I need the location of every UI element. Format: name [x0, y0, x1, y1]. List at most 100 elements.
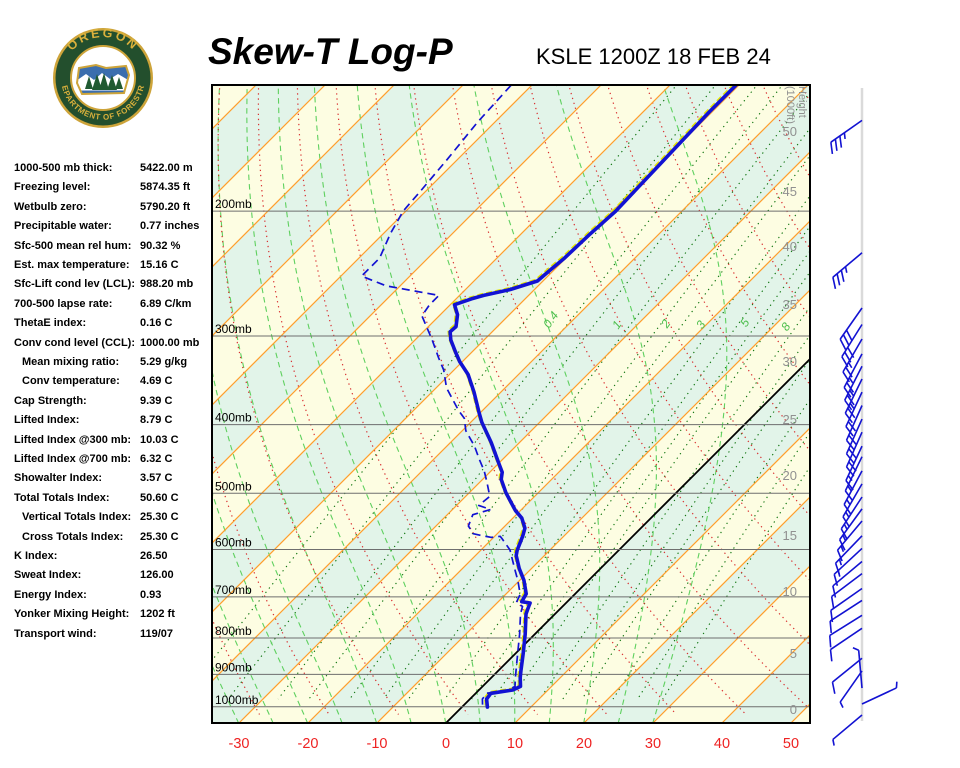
stat-label: Wetbulb zero: [14, 200, 87, 213]
wind-barb [843, 353, 863, 398]
stat-row: Freezing level: 5874.35 ft [14, 181, 212, 200]
wind-barbs [828, 119, 898, 746]
temp-axis-label: 40 [714, 736, 730, 752]
stat-label: 700-500 lapse rate: [14, 297, 113, 310]
stat-row: Lifted Index @300 mb: 10.03 C [14, 434, 212, 453]
isotherm [213, 86, 670, 543]
stat-row: Sfc-Lift cond lev (LCL): 988.20 mb [14, 278, 212, 297]
temp-axis-labels: -30 -20 -10 0 10 20 30 40 50 [229, 736, 800, 752]
temp-axis-label: 50 [783, 736, 799, 752]
stat-row: Cross Totals Index: 25.30 C [14, 531, 212, 550]
stat-value: 4.69 C [140, 375, 173, 388]
wind-barb [839, 670, 863, 708]
pressure-label: 900mb [215, 660, 252, 674]
oregon-forestry-logo: OREGON DEPARTMENT OF FORESTRY [51, 26, 153, 128]
isotherms [213, 85, 960, 723]
stat-value: 3.57 C [140, 472, 173, 485]
stat-label: Cross Totals Index: [22, 530, 124, 543]
stat-value: 1202 ft [140, 608, 175, 621]
isotherm [213, 86, 808, 681]
height-axis-title: (1000ft) [784, 86, 796, 124]
stat-value: 8.79 C [140, 414, 173, 427]
height-label: 5 [790, 646, 797, 661]
temperature-trace [448, 86, 738, 709]
stat-value: 5874.35 ft [140, 181, 191, 194]
stat-row: Yonker Mixing Height: 1202 ft [14, 608, 212, 627]
stat-label: Lifted Index: [14, 414, 80, 427]
height-axis-title: Height [796, 86, 808, 118]
pressure-label: 600mb [215, 535, 252, 549]
chart-border [211, 84, 811, 724]
wind-barb [852, 647, 863, 689]
stat-row: Sfc-500 mean rel hum: 90.32 % [14, 240, 212, 259]
pressure-label: 500mb [215, 479, 252, 493]
temp-axis-label: -30 [229, 736, 250, 752]
isotherm [213, 86, 394, 267]
temp-axis-label: 0 [442, 736, 450, 752]
stat-label: Conv temperature: [22, 375, 120, 388]
stat-value: 5790.20 ft [140, 200, 191, 213]
isobars: 200mb 300mb 400mb 500mb 600mb 700mb 800mb 900mb… [212, 197, 810, 708]
stat-row: Energy Index: 0.93 [14, 589, 212, 608]
dewpoint-trace [360, 86, 524, 708]
stats-panel: 1000-500 mb thick: 5422.00 m Freezing leve… [14, 162, 212, 662]
height-label: 50 [783, 124, 797, 139]
stat-row: Showalter Index: 3.57 C [14, 472, 212, 491]
isotherm [308, 221, 809, 722]
pressure-label: 1000mb [215, 693, 259, 707]
logo-state-outline [75, 63, 131, 96]
stat-label: Transport wind: [14, 627, 97, 640]
stat-label: Yonker Mixing Height: [14, 608, 130, 621]
stat-value: 6.32 C [140, 453, 173, 465]
stat-label: Precipitable water: [14, 220, 112, 233]
stat-row: Mean mixing ratio: 5.29 g/kg [14, 356, 212, 375]
height-label: 0 [790, 702, 797, 717]
height-label: 30 [783, 354, 797, 369]
stat-value: 15.16 C [140, 259, 179, 271]
stat-value: 25.30 C [140, 511, 179, 524]
stat-value: 26.50 [140, 550, 168, 562]
wind-barb [844, 365, 863, 411]
stat-row: Lifted Index @700 mb: 6.32 C [14, 453, 212, 472]
wind-barb [829, 599, 863, 633]
isotherm [860, 85, 960, 723]
wind-barb [834, 535, 863, 575]
stat-value: 0.16 C [140, 317, 173, 330]
page-title: Skew-T Log-P [208, 31, 453, 72]
height-label: 15 [783, 528, 797, 543]
stat-row: Cap Strength: 9.39 C [14, 395, 212, 414]
stat-value: 5.29 g/kg [140, 356, 188, 368]
logo-water [77, 90, 129, 94]
stat-row: 700-500 lapse rate: 6.89 C/km [14, 298, 212, 317]
stat-label: Total Totals Index: [14, 491, 110, 504]
stat-label: Sfc-500 mean rel hum: [14, 239, 132, 252]
wind-barb [832, 714, 863, 746]
stat-label: Sfc-Lift cond lev (LCL): [14, 278, 135, 291]
stat-value: 6.89 C/km [140, 297, 192, 310]
stat-label: Est. max temperature: [14, 259, 130, 271]
isotherm [213, 86, 463, 336]
wind-barb [830, 119, 863, 155]
isotherm [213, 86, 601, 474]
stat-row: Est. max temperature: 15.16 C [14, 259, 212, 278]
isotherm [213, 86, 325, 198]
stat-row: Lifted Index: 8.79 C [14, 414, 212, 433]
stat-value: 119/07 [140, 627, 174, 640]
temp-axis-label: -20 [298, 736, 319, 752]
stat-row: Conv temperature: 4.69 C [14, 375, 212, 394]
stat-label: ThetaE index: [14, 317, 87, 330]
wind-barb [831, 657, 863, 694]
height-label: 20 [783, 468, 797, 483]
isotherm [239, 152, 809, 722]
stat-label: Lifted Index @700 mb: [14, 453, 132, 465]
stat-row: ThetaE index: 0.16 C [14, 317, 212, 336]
pressure-label: 300mb [215, 322, 252, 336]
height-label: 25 [783, 412, 797, 427]
temp-axis-label: 20 [576, 736, 592, 752]
stat-value: 0.77 inches [140, 220, 200, 233]
pressure-label: 200mb [215, 197, 252, 211]
stat-label: Cap Strength: [14, 394, 87, 407]
stat-label: Showalter Index: [14, 472, 103, 485]
